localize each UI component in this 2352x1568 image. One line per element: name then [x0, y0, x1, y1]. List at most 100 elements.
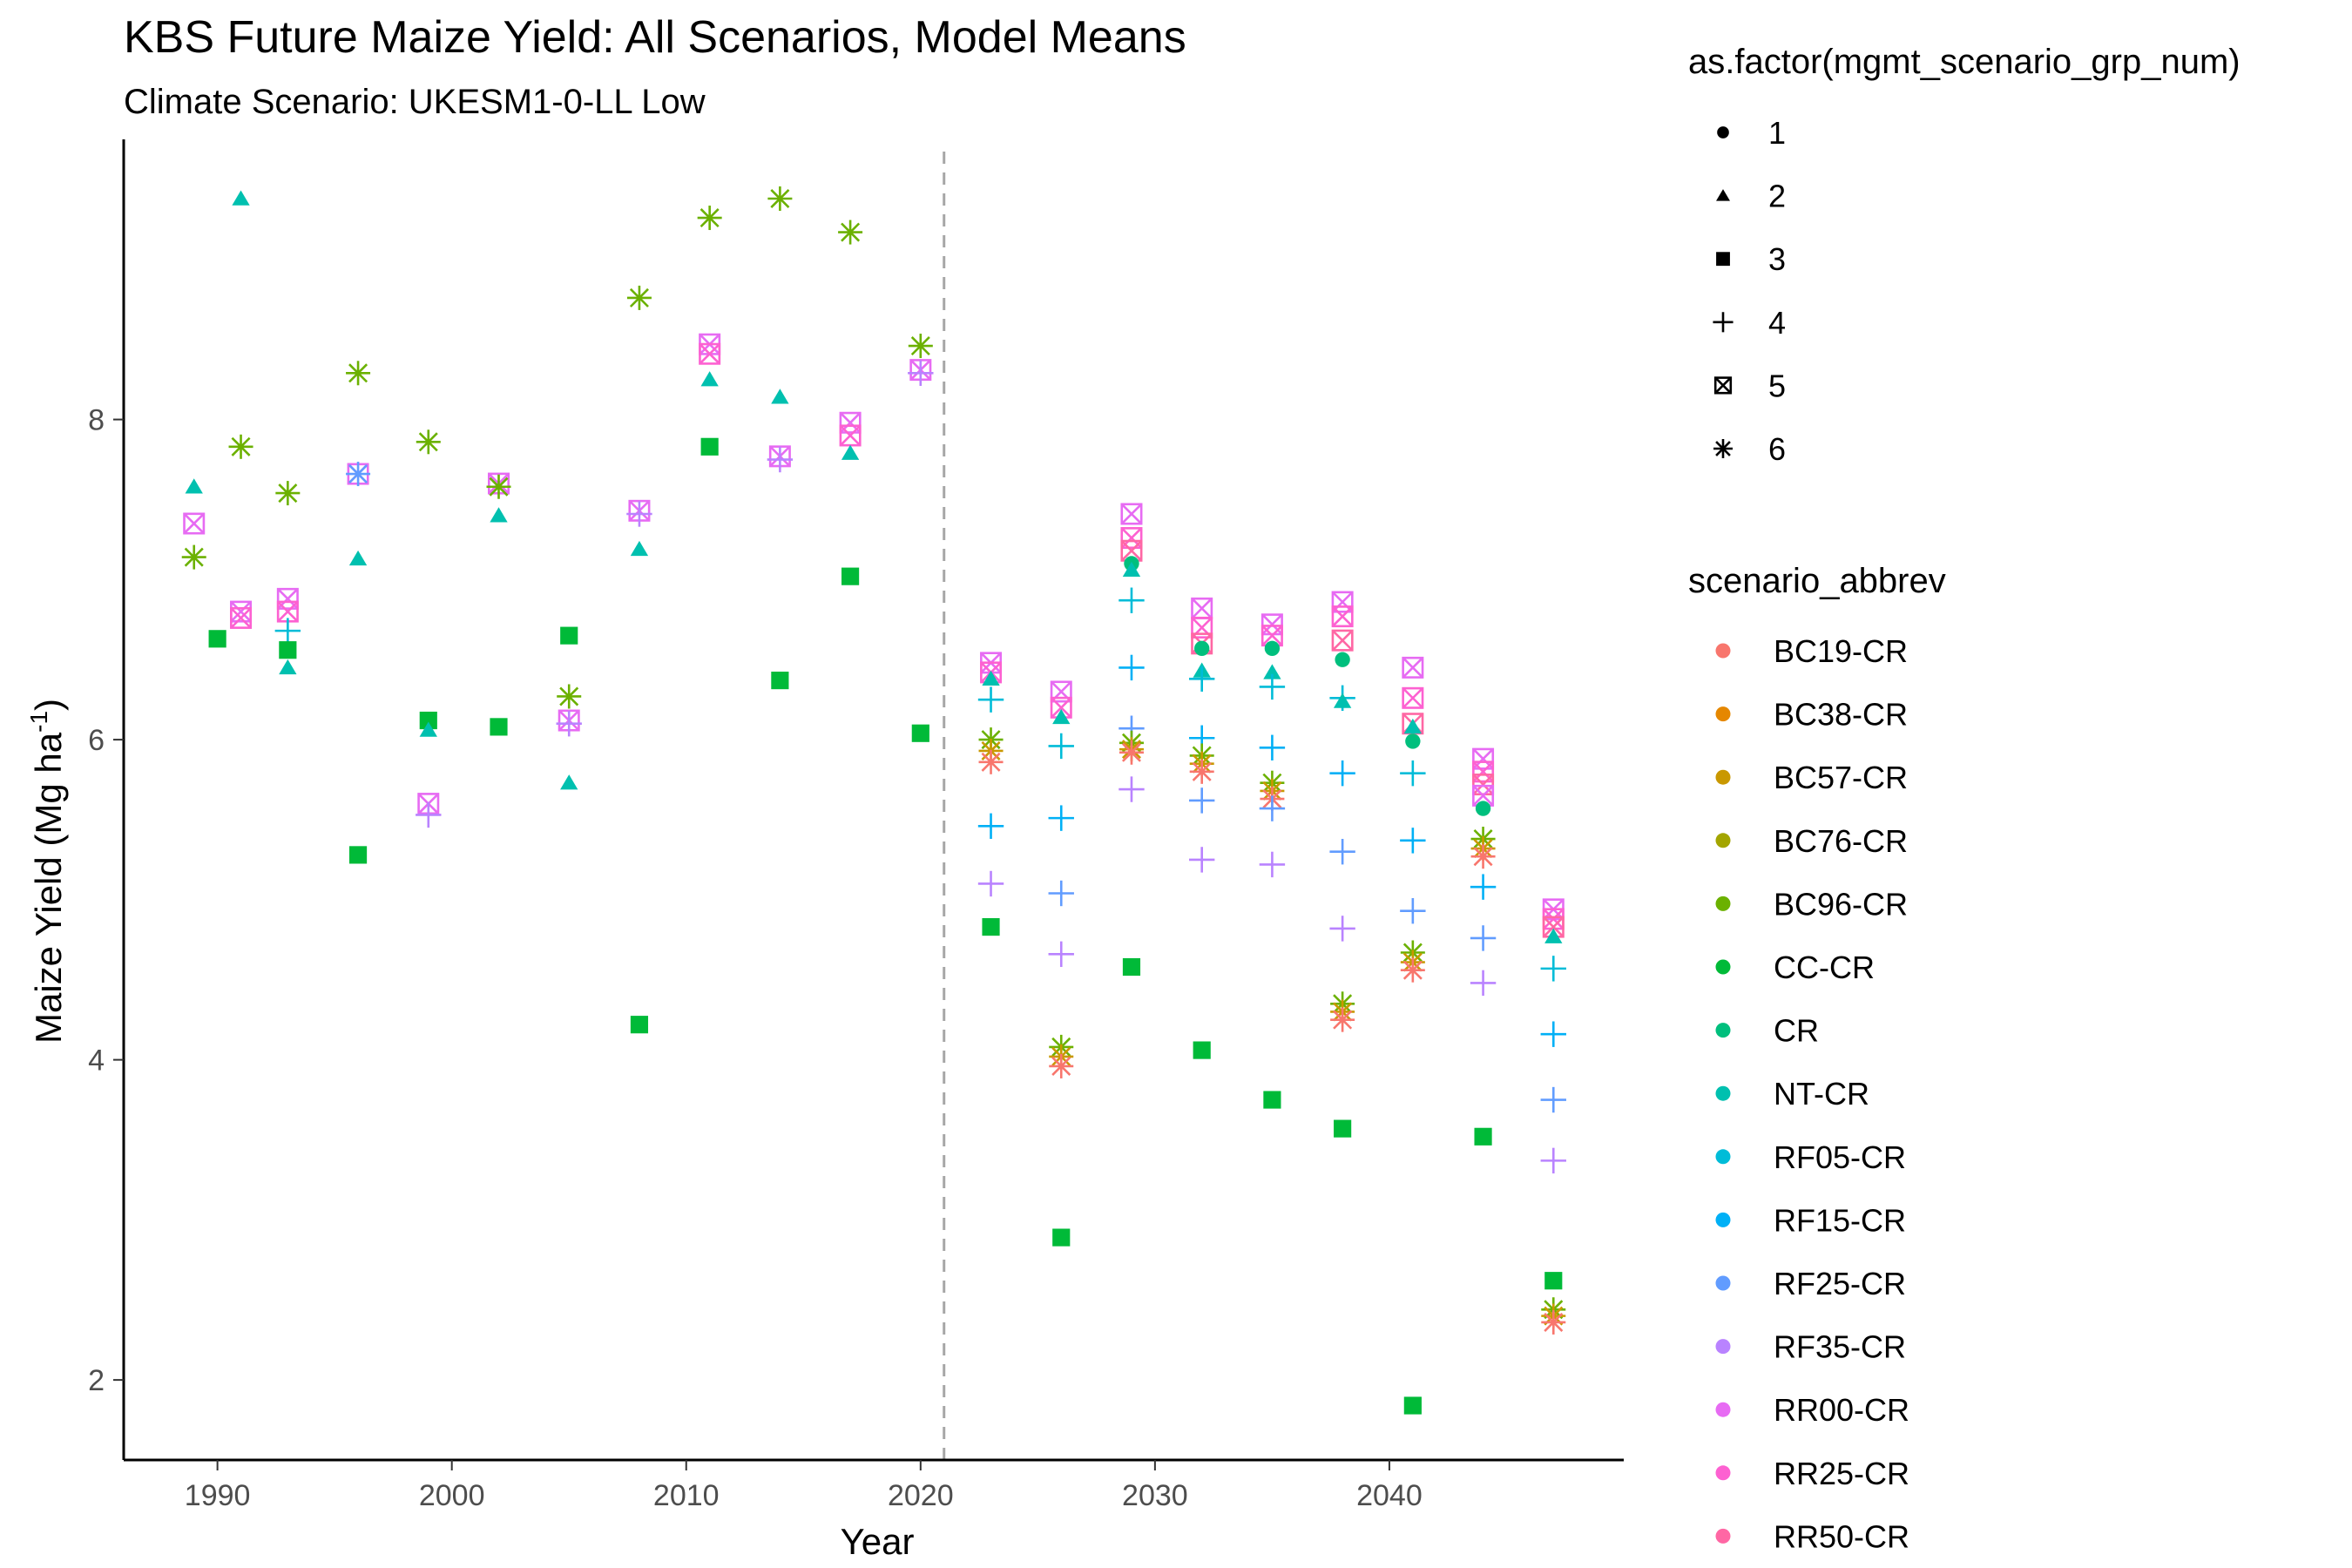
boxx-marker-x2: [1120, 540, 1143, 562]
data-point: [348, 550, 368, 566]
data-point: [1260, 613, 1283, 636]
asterisk-marker-d2: [1715, 441, 1731, 456]
data-point: [1188, 666, 1215, 692]
data-points: [181, 186, 1566, 1415]
data-point: [486, 474, 511, 499]
triangle-marker: [700, 371, 719, 387]
boxx-marker-x2: [1543, 916, 1565, 938]
boxx-marker-x2: [277, 600, 299, 623]
color-legend-key: [1715, 833, 1731, 848]
boxx-marker-x2: [230, 600, 252, 623]
square-marker: [1334, 1119, 1352, 1138]
boxx-marker-x2: [230, 607, 252, 629]
data-point: [279, 641, 297, 659]
color-legend-label: BC76-CR: [1774, 823, 1908, 859]
asterisk-marker-d2: [1192, 761, 1212, 781]
boxx-marker-x2: [1120, 503, 1143, 525]
boxx-marker-box: [1191, 616, 1213, 639]
y-axis-title-close: ): [28, 699, 69, 711]
square-marker: [1544, 1272, 1563, 1290]
circle-marker: [1475, 801, 1491, 816]
data-point: [977, 813, 1004, 840]
data-point: [1540, 1086, 1566, 1113]
circle-marker: [1335, 652, 1350, 667]
color-legend: BC19-CR BC38-CR BC57-CR BC76-CR BC96-CR CC-CR…: [1715, 633, 1909, 1554]
data-point: [1122, 957, 1141, 977]
boxx-marker-box: [1120, 503, 1143, 525]
data-point: [1052, 708, 1071, 725]
y-axis-title: Maize Yield (Mg ha-1): [25, 699, 69, 1044]
triangle-marker: [841, 444, 860, 460]
data-point: [1470, 844, 1496, 869]
square-marker: [630, 1016, 649, 1034]
data-point: [1259, 673, 1286, 700]
color-legend-label: RR00-CR: [1774, 1392, 1909, 1428]
data-point: [1472, 774, 1495, 796]
triangle-marker: [1122, 561, 1141, 578]
data-point: [185, 478, 203, 494]
data-point: [978, 749, 1004, 774]
triangle-marker: [185, 478, 203, 494]
data-point: [982, 918, 1000, 936]
data-point: [275, 481, 301, 506]
data-point: [490, 507, 508, 523]
data-point: [560, 774, 578, 790]
square-marker: [771, 672, 789, 690]
triangle-marker: [1263, 664, 1281, 679]
boxx-marker-box: [699, 342, 721, 365]
x-axis-ticks: 1990 2000 2010 2020 2030 2040: [185, 1460, 1423, 1512]
data-point: [1331, 629, 1354, 652]
triangle-marker: [279, 659, 297, 675]
data-point: [630, 1016, 649, 1034]
data-point: [911, 724, 929, 742]
shape-legend: 1 2 3 4 5 6: [1713, 115, 1786, 467]
square-marker: [1403, 1396, 1422, 1415]
triangle-marker: [982, 670, 1000, 686]
color-legend-key: [1715, 1212, 1731, 1227]
shape-legend-title: as.factor(mgmt_scenario_grp_num): [1688, 43, 2240, 81]
y-axis-title-main: Maize Yield (Mg ha: [28, 732, 69, 1044]
y-axis-ticks: 2 4 6 8: [88, 404, 124, 1397]
boxx-marker-x2: [1332, 630, 1354, 652]
color-legend-key: [1715, 643, 1731, 659]
data-point: [419, 721, 437, 737]
boxx-marker-box: [1402, 686, 1424, 709]
data-point: [1194, 640, 1210, 657]
data-point: [557, 684, 582, 709]
asterisk-marker-d2: [1544, 1312, 1564, 1332]
boxx-marker-x2: [1714, 376, 1732, 395]
asterisk-marker-d2: [489, 476, 509, 497]
asterisk-marker-d2: [559, 686, 579, 706]
asterisk-marker-d2: [981, 752, 1001, 772]
data-point: [1331, 605, 1354, 628]
data-point: [626, 501, 652, 527]
data-point: [1263, 664, 1281, 679]
triangle-marker: [560, 774, 578, 790]
data-point: [232, 190, 250, 206]
x-tick-label: 2010: [653, 1479, 720, 1512]
data-point: [490, 718, 508, 736]
data-point: [767, 186, 793, 211]
triangle-marker: [1052, 708, 1071, 725]
asterisk-marker-d2: [1333, 1010, 1353, 1030]
data-point: [1400, 760, 1426, 787]
data-point: [1470, 925, 1497, 951]
color-legend-label: RF05-CR: [1774, 1139, 1906, 1175]
data-point: [1330, 1007, 1355, 1032]
data-point: [982, 670, 1000, 686]
data-point: [346, 361, 371, 386]
square-marker: [1474, 1127, 1492, 1146]
data-point: [1048, 880, 1074, 907]
color-legend-key: [1715, 1023, 1731, 1038]
boxx-marker-x2: [1051, 697, 1072, 719]
color-legend-key: [1715, 706, 1731, 722]
data-point: [1052, 1228, 1071, 1247]
square-marker: [700, 437, 719, 456]
shape-legend-key: [1717, 126, 1729, 139]
shape-legend-label: 5: [1768, 368, 1786, 403]
data-point: [1048, 805, 1074, 831]
circle-marker: [1264, 640, 1281, 657]
data-point: [771, 672, 789, 690]
data-point: [1119, 654, 1145, 681]
